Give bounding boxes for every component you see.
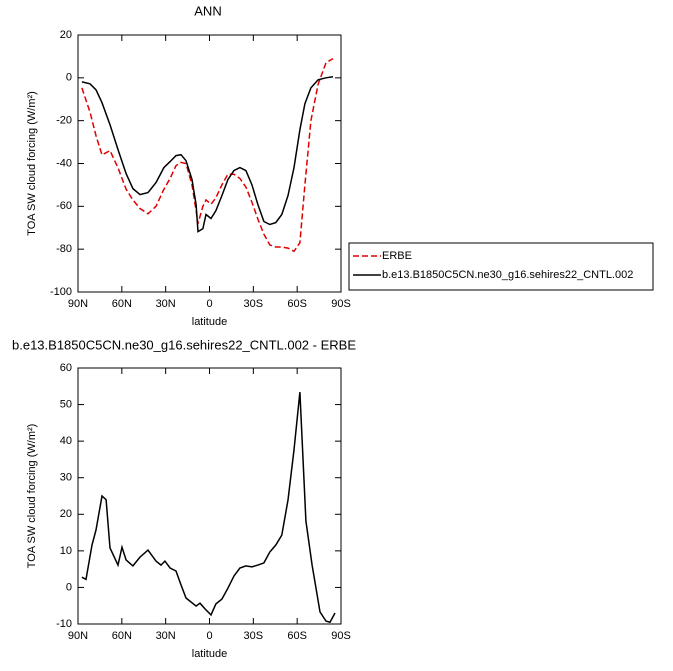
plot-frame — [77, 367, 342, 625]
x-axis-label: latitude — [192, 648, 227, 660]
legend-label: b.e13.B1850C5CN.ne30_g16.sehires22_CNTL.… — [382, 269, 633, 281]
chart-title: b.e13.B1850C5CN.ne30_g16.sehires22_CNTL.… — [12, 337, 356, 352]
x-tick-label: 30N — [156, 298, 176, 310]
y-tick-label: -20 — [56, 115, 72, 127]
x-tick-label: 0 — [206, 630, 212, 642]
y-tick-label: 0 — [66, 581, 72, 593]
y-axis-label: TOA SW cloud forcing (W/m²) — [26, 424, 38, 569]
x-tick-label: 30S — [244, 630, 264, 642]
y-tick-label: 20 — [60, 29, 72, 41]
chart-title: ANN — [194, 3, 221, 18]
y-tick-label: -40 — [56, 157, 72, 169]
y-tick-label: 40 — [60, 435, 72, 447]
y-tick-label: -10 — [56, 618, 72, 630]
data-line — [81, 392, 336, 624]
y-axis-label: TOA SW cloud forcing (W/m²) — [26, 91, 38, 236]
legend-label: ERBE — [382, 250, 412, 262]
x-tick-label: 30N — [156, 630, 176, 642]
x-tick-label: 60S — [287, 630, 307, 642]
x-tick-label: 60S — [287, 298, 307, 310]
data-line — [81, 57, 334, 253]
x-tick-label: 0 — [206, 298, 212, 310]
x-tick-label: 90N — [68, 630, 88, 642]
legend-box — [348, 242, 654, 291]
y-tick-label: 10 — [60, 545, 72, 557]
y-tick-label: -60 — [56, 200, 72, 212]
y-tick-label: 30 — [60, 472, 72, 484]
y-tick-label: 60 — [60, 362, 72, 374]
x-tick-label: 30S — [244, 298, 264, 310]
x-tick-label: 60N — [112, 630, 132, 642]
y-tick-label: 50 — [60, 398, 72, 410]
y-tick-label: -100 — [50, 286, 72, 298]
x-tick-label: 60N — [112, 298, 132, 310]
x-tick-label: 90S — [331, 298, 351, 310]
y-tick-label: 20 — [60, 508, 72, 520]
plot-frame — [77, 34, 342, 293]
x-tick-label: 90S — [331, 630, 351, 642]
y-tick-label: -80 — [56, 243, 72, 255]
y-tick-label: 0 — [66, 72, 72, 84]
x-axis-label: latitude — [192, 316, 227, 328]
data-line — [81, 76, 334, 233]
x-tick-label: 90N — [68, 298, 88, 310]
